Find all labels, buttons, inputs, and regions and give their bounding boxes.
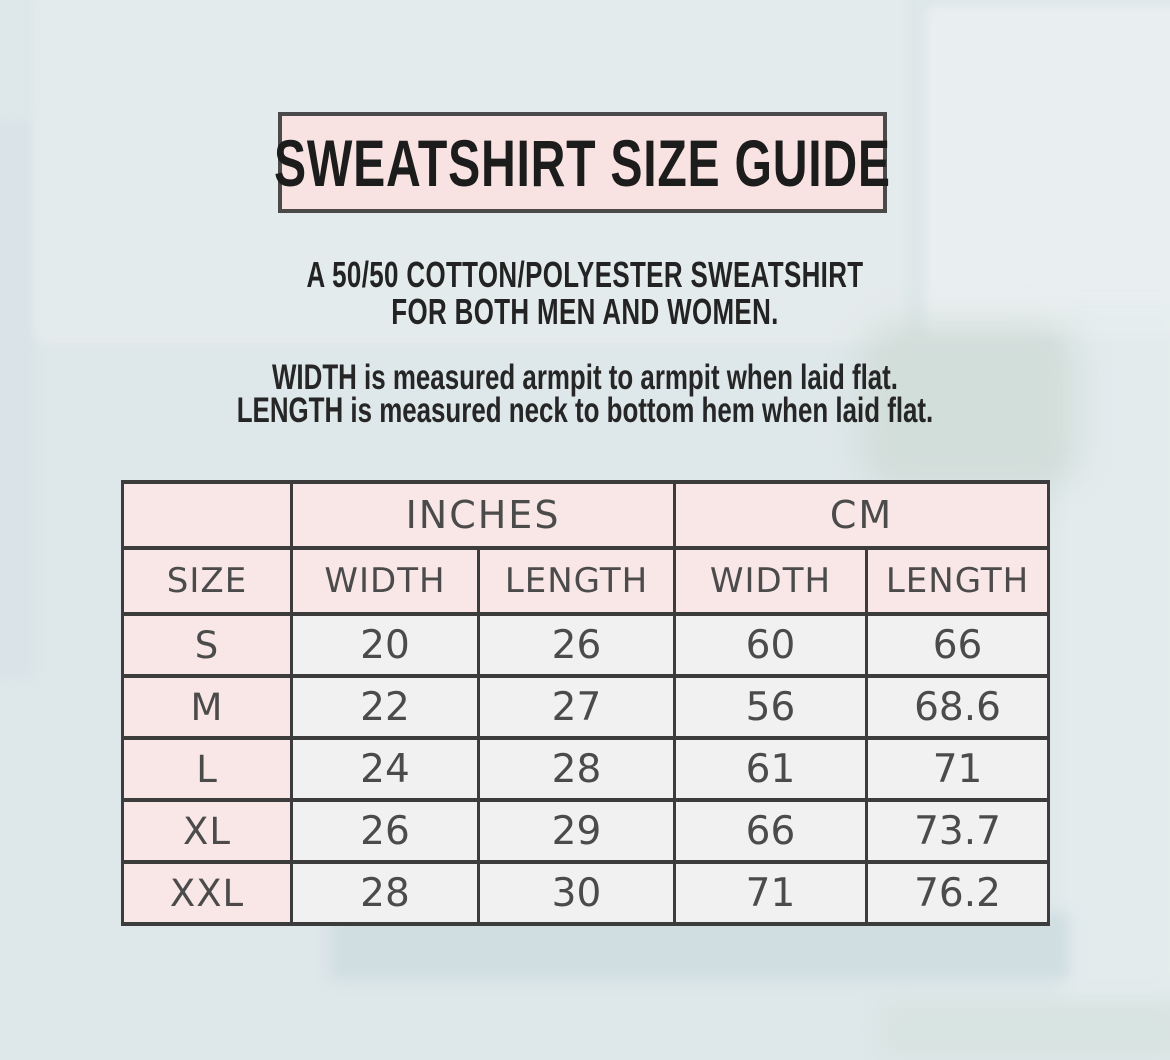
size-column-header: SIZE xyxy=(121,546,293,616)
cm-width-cell: 56 xyxy=(673,674,868,740)
cm-length-cell: 73.7 xyxy=(864,798,1051,864)
cm-width-cell: 66 xyxy=(673,798,868,864)
cm-width-header: WIDTH xyxy=(673,546,868,616)
cm-header: CM xyxy=(672,480,1051,550)
table-row-l: L 24 28 61 71 xyxy=(121,736,1051,802)
subtitle-line-1: A 50/50 COTTON/POLYESTER SWEATSHIRT xyxy=(306,254,864,295)
measurement-note: WIDTH is measured armpit to armpit when … xyxy=(0,358,1170,430)
size-cell: XXL xyxy=(121,860,293,926)
size-cell: L xyxy=(121,736,293,802)
subtitle-line-2: FOR BOTH MEN AND WOMEN. xyxy=(391,291,779,332)
inches-width-cell: 28 xyxy=(290,860,480,926)
inches-width-cell: 24 xyxy=(290,736,480,802)
cm-length-cell: 68.6 xyxy=(864,674,1051,740)
size-table: INCHES CM SIZE WIDTH LENGTH WIDTH LENGTH… xyxy=(121,480,1051,926)
inches-length-cell: 29 xyxy=(477,798,676,864)
size-cell: M xyxy=(121,674,293,740)
cm-length-header: LENGTH xyxy=(864,546,1051,616)
inches-length-cell: 27 xyxy=(477,674,676,740)
empty-corner-cell xyxy=(121,480,293,550)
inches-length-header: LENGTH xyxy=(477,546,676,616)
inches-length-cell: 26 xyxy=(477,612,676,678)
cm-width-cell: 61 xyxy=(673,736,868,802)
inches-length-cell: 28 xyxy=(477,736,676,802)
inches-header: INCHES xyxy=(290,480,676,550)
inches-width-header: WIDTH xyxy=(290,546,480,616)
table-row-s: S 20 26 60 66 xyxy=(121,612,1051,678)
table-row-m: M 22 27 56 68.6 xyxy=(121,674,1051,740)
table-row-xl: XL 26 29 66 73.7 xyxy=(121,798,1051,864)
unit-header-row: INCHES CM xyxy=(121,480,1051,550)
inches-width-cell: 26 xyxy=(290,798,480,864)
column-header-row: SIZE WIDTH LENGTH WIDTH LENGTH xyxy=(121,546,1051,616)
watercolor-wash xyxy=(880,1000,1170,1060)
cm-width-cell: 71 xyxy=(673,860,868,926)
cm-length-cell: 76.2 xyxy=(864,860,1051,926)
cm-width-cell: 60 xyxy=(673,612,868,678)
table-row-xxl: XXL 28 30 71 76.2 xyxy=(121,860,1051,926)
inches-width-cell: 22 xyxy=(290,674,480,740)
note-line-1: WIDTH is measured armpit to armpit when … xyxy=(271,358,899,397)
size-cell: S xyxy=(121,612,293,678)
subtitle: A 50/50 COTTON/POLYESTER SWEATSHIRT FOR … xyxy=(0,256,1170,330)
inches-length-cell: 30 xyxy=(477,860,676,926)
cm-length-cell: 66 xyxy=(864,612,1051,678)
note-line-2: LENGTH is measured neck to bottom hem wh… xyxy=(236,391,934,430)
title-banner: SWEATSHIRT SIZE GUIDE xyxy=(274,112,890,213)
cm-length-cell: 71 xyxy=(864,736,1051,802)
size-cell: XL xyxy=(121,798,293,864)
page-title: SWEATSHIRT SIZE GUIDE xyxy=(274,125,891,200)
inches-width-cell: 20 xyxy=(290,612,480,678)
